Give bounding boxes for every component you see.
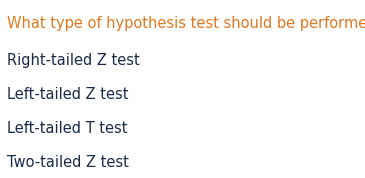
Text: Two-tailed Z test: Two-tailed Z test	[7, 155, 129, 170]
Text: Left-tailed Z test: Left-tailed Z test	[7, 87, 129, 102]
Text: Right-tailed Z test: Right-tailed Z test	[7, 53, 140, 68]
Text: What type of hypothesis test should be performed?: What type of hypothesis test should be p…	[7, 16, 365, 31]
Text: Left-tailed T test: Left-tailed T test	[7, 121, 128, 136]
